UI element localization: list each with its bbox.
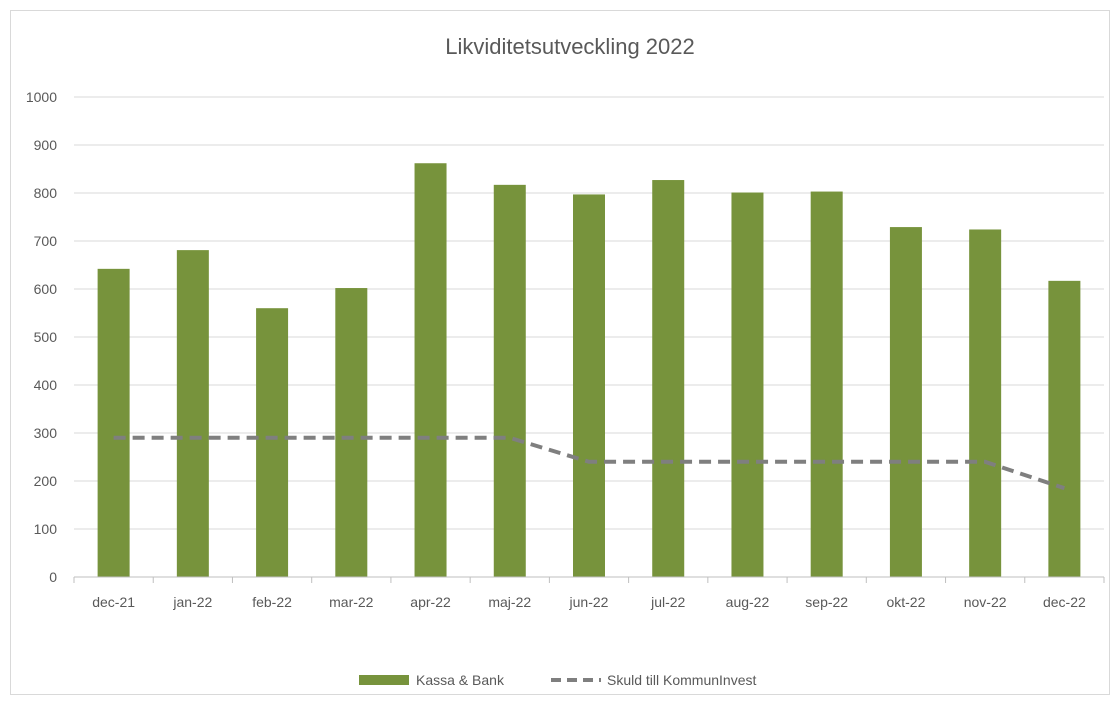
bar bbox=[889, 227, 922, 577]
x-tick-label: jul-22 bbox=[650, 594, 685, 610]
bar bbox=[652, 180, 685, 578]
bar bbox=[335, 288, 368, 577]
bar-series bbox=[97, 163, 1081, 578]
y-tick-label: 800 bbox=[34, 185, 58, 201]
y-tick-label: 300 bbox=[34, 425, 58, 441]
y-tick-label: 400 bbox=[34, 377, 58, 393]
x-tick-label: jun-22 bbox=[569, 594, 609, 610]
y-tick-label: 900 bbox=[34, 137, 58, 153]
legend-label-skuld: Skuld till KommunInvest bbox=[607, 672, 757, 688]
x-tick-label: aug-22 bbox=[726, 594, 770, 610]
x-tick-label: okt-22 bbox=[886, 594, 925, 610]
x-axis: dec-21 jan-22 feb-22 mar-22 apr-22 maj-22 jun-… bbox=[73, 576, 1105, 610]
x-tick-label: feb-22 bbox=[252, 594, 292, 610]
bar bbox=[731, 192, 764, 577]
bar bbox=[573, 194, 605, 577]
legend: Kassa & Bank Skuld till KommunInvest bbox=[359, 672, 757, 688]
legend-swatch-kassa-bank bbox=[359, 675, 409, 685]
line-skuld bbox=[113, 435, 1066, 491]
y-tick-label: 200 bbox=[34, 473, 58, 489]
bar bbox=[176, 250, 209, 577]
gridlines bbox=[74, 96, 1104, 530]
y-tick-label: 700 bbox=[34, 233, 58, 249]
bar bbox=[969, 229, 1002, 578]
x-tick-label: dec-21 bbox=[92, 594, 135, 610]
x-tick-label: dec-22 bbox=[1043, 594, 1086, 610]
x-tick-label: maj-22 bbox=[488, 594, 531, 610]
y-tick-label: 600 bbox=[34, 281, 58, 297]
y-tick-label: 100 bbox=[34, 521, 58, 537]
x-tick-label: apr-22 bbox=[410, 594, 451, 610]
x-tick-label: jan-22 bbox=[172, 594, 212, 610]
bar bbox=[414, 163, 447, 578]
y-tick-label: 0 bbox=[49, 569, 57, 585]
y-tick-label: 500 bbox=[34, 329, 58, 345]
line-series bbox=[113, 435, 1066, 491]
chart-title: Likviditetsutveckling 2022 bbox=[445, 34, 694, 59]
bar bbox=[493, 184, 526, 577]
bar bbox=[256, 308, 289, 577]
bar bbox=[1048, 280, 1081, 577]
y-axis: 0 100 200 300 400 500 600 700 800 900 1000 bbox=[26, 89, 57, 585]
x-tick-label: mar-22 bbox=[329, 594, 374, 610]
legend-label-kassa-bank: Kassa & Bank bbox=[416, 672, 505, 688]
bar bbox=[97, 268, 130, 577]
x-tick-label: nov-22 bbox=[964, 594, 1007, 610]
x-tick-label: sep-22 bbox=[805, 594, 848, 610]
bar bbox=[810, 191, 843, 577]
y-tick-label: 1000 bbox=[26, 89, 57, 105]
